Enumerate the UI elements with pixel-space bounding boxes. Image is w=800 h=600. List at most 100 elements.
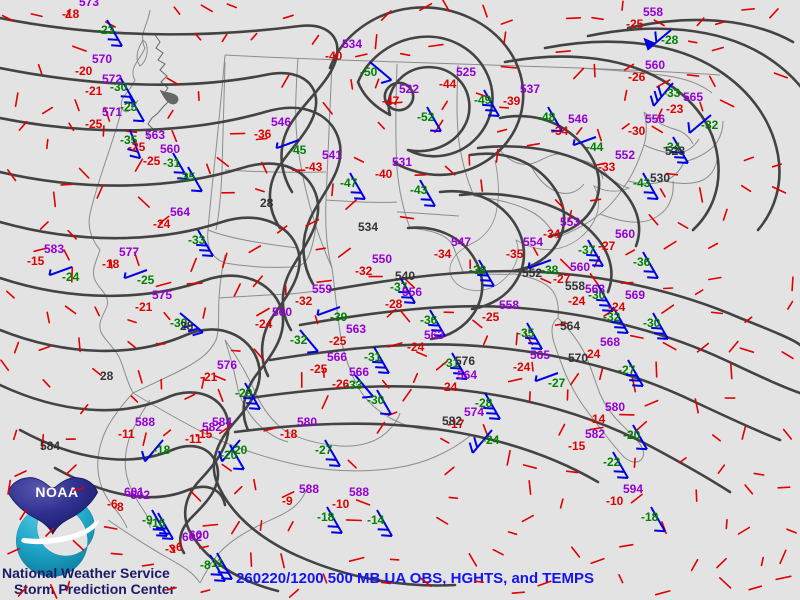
- svg-text:588: 588: [135, 415, 155, 429]
- svg-text:-52: -52: [417, 110, 435, 124]
- svg-text:601: 601: [124, 485, 144, 499]
- svg-text:560: 560: [570, 260, 590, 274]
- svg-text:556: 556: [645, 112, 665, 126]
- svg-text:558: 558: [499, 298, 519, 312]
- svg-text:594: 594: [623, 482, 643, 496]
- svg-text:-27: -27: [598, 239, 616, 253]
- svg-text:-25: -25: [626, 17, 644, 31]
- svg-text:-25: -25: [310, 362, 328, 376]
- svg-text:550: 550: [372, 252, 392, 266]
- svg-text:-30: -30: [628, 124, 646, 138]
- svg-text:-24: -24: [153, 217, 171, 231]
- svg-text:-18: -18: [280, 427, 298, 441]
- svg-text:552: 552: [522, 266, 542, 280]
- svg-text:-25: -25: [120, 100, 138, 114]
- svg-text:546: 546: [271, 115, 291, 129]
- svg-text:-30: -30: [367, 393, 385, 407]
- svg-text:-23: -23: [666, 102, 684, 116]
- svg-text:NOAA: NOAA: [35, 484, 78, 500]
- svg-text:-36: -36: [420, 313, 438, 327]
- svg-text:528: 528: [665, 144, 685, 158]
- svg-text:530: 530: [650, 171, 670, 185]
- svg-text:-34: -34: [543, 227, 561, 241]
- svg-text:-40: -40: [325, 49, 343, 63]
- svg-text:-24: -24: [568, 294, 586, 308]
- svg-text:-25: -25: [128, 140, 146, 154]
- svg-text:-10: -10: [332, 497, 350, 511]
- svg-text:28: 28: [100, 369, 114, 383]
- svg-text:-20: -20: [623, 428, 641, 442]
- svg-text:-43: -43: [633, 176, 651, 190]
- svg-text:525: 525: [456, 65, 476, 79]
- svg-text:560: 560: [272, 305, 292, 319]
- svg-text:546: 546: [568, 112, 588, 126]
- svg-text:563: 563: [145, 128, 165, 142]
- svg-text:565: 565: [683, 90, 703, 104]
- svg-text:573: 573: [79, 0, 99, 9]
- svg-text:-25: -25: [143, 154, 161, 168]
- svg-text:-32: -32: [290, 333, 308, 347]
- svg-text:556: 556: [402, 285, 422, 299]
- svg-text:559: 559: [312, 282, 332, 296]
- svg-text:570: 570: [568, 351, 588, 365]
- svg-text:577: 577: [119, 245, 139, 259]
- svg-text:564: 564: [170, 205, 190, 219]
- svg-text:-22: -22: [603, 455, 621, 469]
- svg-text:534: 534: [358, 220, 378, 234]
- svg-text:522: 522: [399, 82, 419, 96]
- svg-text:-27: -27: [315, 443, 333, 457]
- svg-text:574: 574: [464, 405, 484, 419]
- svg-text:-25: -25: [137, 273, 155, 287]
- svg-text:-44: -44: [586, 140, 604, 154]
- svg-text:572: 572: [102, 72, 122, 86]
- svg-text:540: 540: [395, 269, 415, 283]
- svg-text:563: 563: [585, 282, 605, 296]
- svg-text:-38: -38: [469, 263, 487, 277]
- svg-text:582: 582: [202, 420, 222, 434]
- svg-text:554: 554: [523, 235, 543, 249]
- svg-text:Storm Prediction Center: Storm Prediction Center: [14, 581, 176, 597]
- svg-text:588: 588: [299, 482, 319, 496]
- svg-text:-11: -11: [185, 432, 202, 446]
- svg-text:-9: -9: [282, 494, 293, 508]
- svg-text:580: 580: [605, 400, 625, 414]
- svg-text:-9: -9: [142, 513, 153, 527]
- svg-text:-20: -20: [220, 448, 238, 462]
- svg-text:534: 534: [342, 37, 362, 51]
- svg-text:583: 583: [44, 242, 64, 256]
- svg-text:569: 569: [625, 288, 645, 302]
- svg-text:570: 570: [92, 52, 112, 66]
- svg-text:-33: -33: [663, 86, 681, 100]
- svg-text:-14: -14: [367, 513, 385, 527]
- svg-text:558: 558: [643, 5, 663, 19]
- svg-text:568: 568: [600, 335, 620, 349]
- svg-text:-15: -15: [27, 254, 45, 268]
- svg-text:560: 560: [645, 58, 665, 72]
- svg-text:-25: -25: [329, 334, 347, 348]
- svg-text:-40: -40: [375, 167, 393, 181]
- svg-text:537: 537: [520, 82, 540, 96]
- svg-text:-18: -18: [641, 510, 659, 524]
- svg-text:28: 28: [180, 319, 194, 333]
- svg-text:-36: -36: [633, 255, 651, 269]
- svg-text:-26: -26: [628, 70, 646, 84]
- svg-text:531: 531: [392, 155, 412, 169]
- svg-text:571: 571: [102, 105, 122, 119]
- svg-text:563: 563: [424, 328, 444, 342]
- svg-text:-28: -28: [385, 297, 403, 311]
- svg-text:-21: -21: [135, 300, 153, 314]
- svg-text:-43: -43: [410, 183, 428, 197]
- svg-text:-29: -29: [235, 386, 253, 400]
- svg-text:-3: -3: [165, 542, 176, 556]
- svg-text:-45: -45: [289, 143, 307, 157]
- svg-text:-37: -37: [578, 243, 596, 257]
- svg-text:553: 553: [560, 215, 580, 229]
- svg-text:-49: -49: [474, 93, 492, 107]
- svg-text:-35: -35: [506, 247, 524, 261]
- svg-text:-18: -18: [62, 7, 80, 21]
- svg-text:582: 582: [442, 414, 462, 428]
- svg-text:-18: -18: [317, 510, 335, 524]
- svg-text:-31: -31: [364, 350, 382, 364]
- svg-text:-27: -27: [548, 376, 566, 390]
- svg-text:-33: -33: [598, 160, 616, 174]
